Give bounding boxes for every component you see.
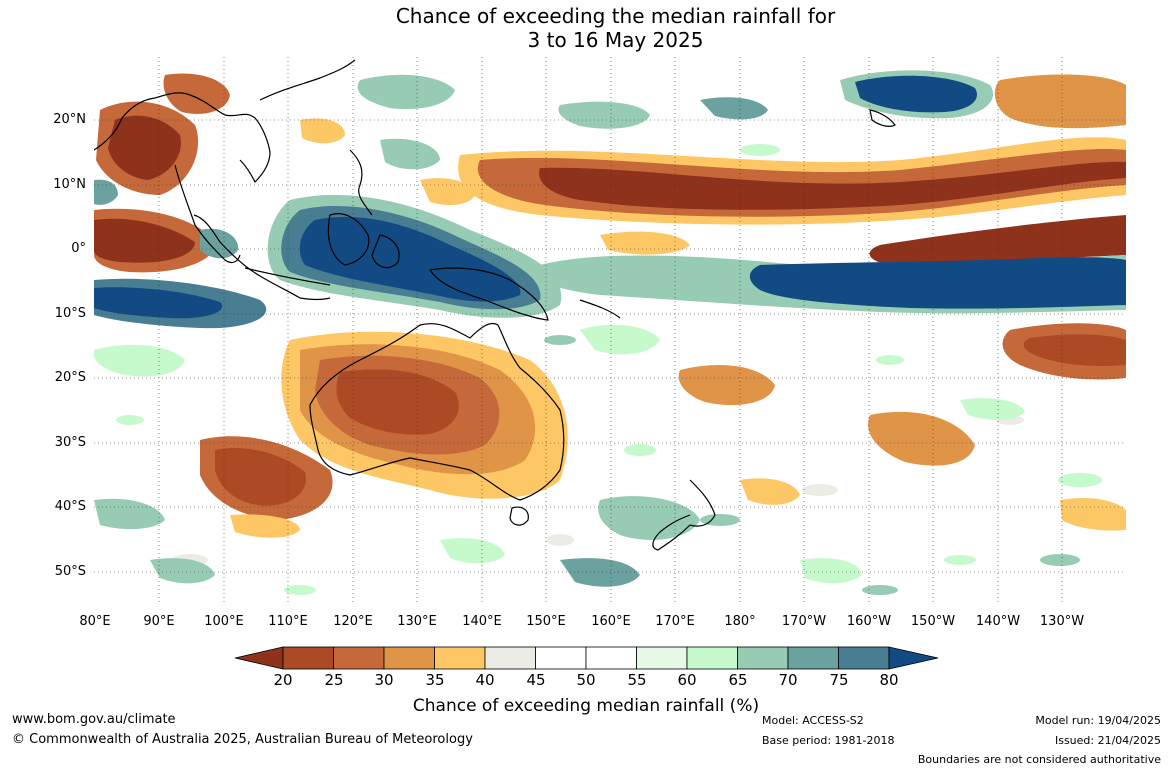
colorbar-tick-50: 50: [576, 671, 596, 689]
colorbar-swatch: [282, 646, 334, 670]
lat-label-20s: 20°S: [54, 370, 86, 385]
colorbar-tick-60: 60: [677, 671, 697, 689]
lon-label-100e: 100°E: [204, 614, 244, 629]
colorbar-tick-40: 40: [475, 671, 495, 689]
lon-label-150w: 150°W: [910, 614, 956, 629]
colorbar-title: Chance of exceeding median rainfall (%): [412, 696, 760, 716]
lon-label-80e: 80°E: [79, 614, 111, 629]
colorbar-swatch: [434, 646, 486, 670]
wet-anomaly-regions: [94, 70, 1126, 587]
map-title: Chance of exceeding the median rainfall …: [0, 4, 1173, 52]
boundary-disclaimer: Boundaries are not considered authoritat…: [917, 753, 1161, 766]
colorbar-swatch: [787, 646, 839, 670]
copyright-notice: © Commonwealth of Australia 2025, Austra…: [12, 732, 473, 747]
map-area: [94, 57, 1126, 604]
lat-label-20n: 20°N: [53, 112, 86, 127]
lon-label-140w: 140°W: [975, 614, 1021, 629]
colorbar-tick-70: 70: [778, 671, 798, 689]
title-line-2: 3 to 16 May 2025: [527, 28, 704, 52]
colorbar-swatch: [737, 646, 789, 670]
lon-label-120e: 120°E: [333, 614, 373, 629]
lat-label-50s: 50°S: [54, 564, 86, 579]
colorbar-swatch: [686, 646, 738, 670]
colorbar-extend-low: [234, 646, 284, 670]
lat-label-10s: 10°S: [54, 306, 86, 321]
dry-anomaly-regions: [94, 73, 1126, 538]
colorbar-swatch: [585, 646, 637, 670]
lon-label-170e: 170°E: [655, 614, 695, 629]
colorbar-tick-55: 55: [627, 671, 647, 689]
colorbar-swatch: [383, 646, 435, 670]
lat-label-30s: 30°S: [54, 435, 86, 450]
lat-label-0: 0°: [71, 241, 86, 256]
model-run-date: Model run: 19/04/2025: [1035, 714, 1161, 727]
lon-label-130w: 130°W: [1039, 614, 1085, 629]
lon-label-130e: 130°E: [397, 614, 437, 629]
coastlines: [94, 59, 896, 551]
lon-label-160e: 160°E: [591, 614, 631, 629]
colorbar-swatch: [535, 646, 587, 670]
model-name: Model: ACCESS-S2: [762, 714, 864, 727]
colorbar-swatch: [636, 646, 688, 670]
lat-label-10n: 10°N: [53, 177, 86, 192]
lon-label-140e: 140°E: [462, 614, 502, 629]
lon-label-150e: 150°E: [526, 614, 566, 629]
colorbar-tick-35: 35: [425, 671, 445, 689]
colorbar-tick-25: 25: [324, 671, 344, 689]
lon-label-170w: 170°W: [781, 614, 827, 629]
colorbar-swatch: [838, 646, 890, 670]
colorbar: [234, 646, 939, 670]
title-line-1: Chance of exceeding the median rainfall …: [395, 4, 836, 28]
base-period: Base period: 1981-2018: [762, 734, 895, 747]
lon-label-180: 180°: [724, 614, 756, 629]
colorbar-tick-80: 80: [879, 671, 899, 689]
colorbar-swatch: [484, 646, 536, 670]
colorbar-tick-20: 20: [273, 671, 293, 689]
lat-label-40s: 40°S: [54, 499, 86, 514]
lon-label-90e: 90°E: [143, 614, 175, 629]
colorbar-swatch: [333, 646, 385, 670]
colorbar-tick-45: 45: [526, 671, 546, 689]
colorbar-tick-75: 75: [829, 671, 849, 689]
colorbar-tick-65: 65: [728, 671, 748, 689]
colorbar-extend-high: [888, 646, 939, 670]
website-url: www.bom.gov.au/climate: [12, 712, 176, 727]
issued-date: Issued: 21/04/2025: [1054, 734, 1161, 747]
lon-label-110e: 110°E: [268, 614, 308, 629]
colorbar-tick-30: 30: [374, 671, 394, 689]
graticule: [94, 57, 1126, 604]
lon-label-160w: 160°W: [846, 614, 892, 629]
